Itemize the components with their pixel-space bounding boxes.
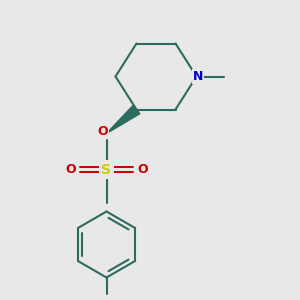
- Text: S: S: [101, 163, 112, 176]
- Text: O: O: [137, 163, 148, 176]
- Text: N: N: [193, 70, 203, 83]
- Text: O: O: [98, 124, 108, 138]
- Text: O: O: [65, 163, 76, 176]
- Polygon shape: [106, 105, 140, 134]
